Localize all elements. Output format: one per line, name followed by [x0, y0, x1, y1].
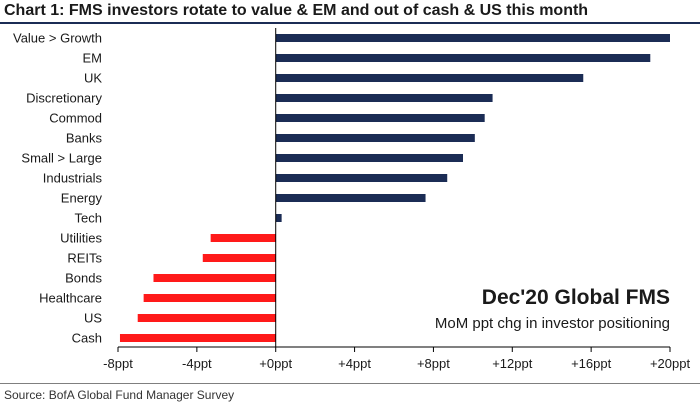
bar-tech: [275, 214, 282, 222]
x-tick-label: +8ppt: [417, 356, 450, 371]
x-tick-label: +12ppt: [492, 356, 533, 371]
bar-em: [275, 54, 651, 62]
category-label-small-large: Small > Large: [21, 151, 102, 166]
footer-rule: [0, 383, 700, 384]
x-tick-label: -4ppt: [182, 356, 212, 371]
category-label-reits: REITs: [67, 251, 102, 266]
bar-bonds: [153, 274, 276, 282]
bar-commod: [275, 114, 485, 122]
category-label-utilities: Utilities: [60, 231, 102, 246]
bar-us: [137, 314, 276, 322]
annotation-subtitle: MoM ppt chg in investor positioning: [435, 315, 670, 332]
bar-reits: [202, 254, 276, 262]
x-tick-label: +4ppt: [338, 356, 371, 371]
category-label-us: US: [84, 311, 102, 326]
category-label-em: EM: [83, 51, 103, 66]
bar-value-growth: [275, 34, 670, 42]
bar-energy: [275, 194, 426, 202]
tick-labels: -8ppt -4ppt +0ppt +4ppt +8ppt +12ppt +16ppt +20…: [103, 356, 690, 371]
category-label-discretionary: Discretionary: [26, 91, 102, 106]
category-label-industrials: Industrials: [43, 171, 103, 186]
x-tick-label: -8ppt: [103, 356, 133, 371]
category-label-energy: Energy: [61, 191, 103, 206]
x-tick-label: +16ppt: [571, 356, 612, 371]
category-labels: Value > Growth EM UK Discretionary Commod Ban…: [13, 31, 103, 346]
bar-utilities: [210, 234, 276, 242]
category-label-commod: Commod: [49, 111, 102, 126]
title-rule: [0, 22, 700, 24]
annotation-title: Dec'20 Global FMS: [482, 286, 670, 309]
category-label-banks: Banks: [66, 131, 103, 146]
x-tick-label: +20ppt: [650, 356, 691, 371]
bar-chart: Value > Growth EM UK Discretionary Commod Ban…: [13, 28, 690, 371]
category-label-tech: Tech: [75, 211, 102, 226]
bar-banks: [275, 134, 475, 142]
axes: [117, 28, 671, 352]
x-tick-label: +0ppt: [259, 356, 292, 371]
bar-small-large: [275, 154, 463, 162]
bar-healthcare: [143, 294, 276, 302]
bars: [119, 34, 670, 342]
category-label-cash: Cash: [72, 331, 102, 346]
category-label-uk: UK: [84, 71, 102, 86]
category-label-healthcare: Healthcare: [39, 291, 102, 306]
source-note: Source: BofA Global Fund Manager Survey: [4, 388, 235, 402]
bar-industrials: [275, 174, 448, 182]
bar-discretionary: [275, 94, 493, 102]
annotation: Dec'20 Global FMS MoM ppt chg in investor…: [435, 286, 670, 332]
bar-uk: [275, 74, 584, 82]
category-label-bonds: Bonds: [65, 271, 102, 286]
category-label-value-growth: Value > Growth: [13, 31, 102, 46]
chart-title: Chart 1: FMS investors rotate to value &…: [4, 2, 589, 19]
bar-cash: [119, 334, 276, 342]
